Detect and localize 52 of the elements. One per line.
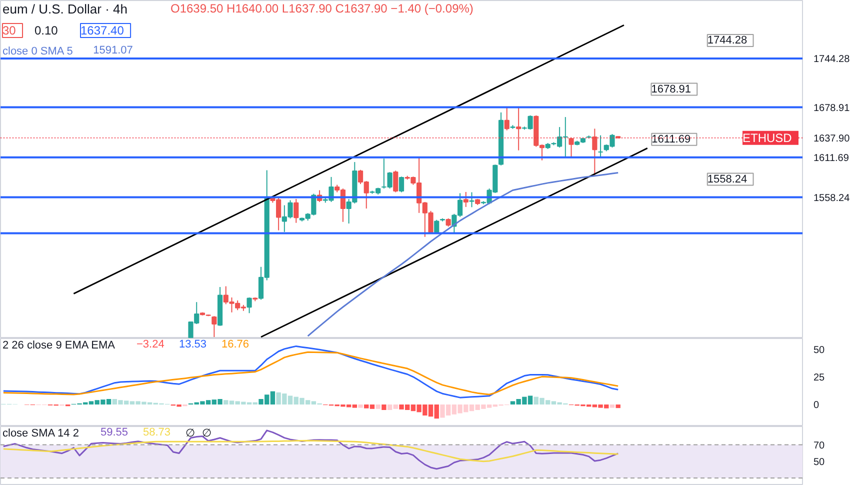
y-tick-label: 1558.24	[814, 192, 850, 204]
bar	[616, 404, 620, 408]
candlestick	[463, 191, 468, 208]
y-tick-label: 50	[814, 345, 826, 356]
y-tick-label: 1678.91	[814, 102, 850, 114]
candlestick	[246, 296, 252, 314]
chart-subtitle: O1639.50 H1640.00 L1637.90 C1637.90 −1.40 (−0.09%)	[170, 2, 474, 16]
candlestick	[568, 137, 574, 158]
bar	[358, 404, 363, 408]
y-tick-label: 1744.28	[814, 54, 850, 65]
candlestick	[393, 170, 398, 193]
candlestick	[294, 198, 299, 224]
ref-line-label: 1744.28	[707, 34, 748, 46]
y-tick-label: 1637.90	[814, 133, 850, 144]
candlestick	[592, 128, 598, 176]
annotation: ∅	[186, 428, 196, 440]
annotation: −3.24	[136, 338, 164, 350]
bar	[376, 404, 380, 409]
annotation: 13.53	[179, 338, 207, 350]
annotation: 1591.07	[93, 44, 133, 56]
chart-title: close SMA 14 2	[2, 428, 79, 440]
candlestick	[504, 106, 510, 131]
annotation: 30	[2, 24, 16, 38]
y-tick-label: 50	[814, 456, 826, 468]
candlestick	[398, 176, 404, 193]
y-tick-label: 0	[814, 400, 820, 411]
ref-line-label: ETHUSD	[742, 130, 792, 145]
annotation: 58.73	[143, 426, 171, 438]
annotation: ∅	[202, 428, 212, 440]
bar	[382, 404, 386, 410]
line-series	[2, 430, 619, 470]
y-tick-label: 25	[814, 372, 826, 384]
annotation: 59.55	[100, 426, 128, 438]
text: close 0 SMA 5	[2, 46, 73, 58]
y-tick-label: 1611.69	[814, 152, 850, 164]
candlestick	[516, 106, 522, 151]
y-tick-label: 70	[814, 440, 826, 452]
line-series	[2, 440, 619, 462]
line-series	[2, 351, 619, 396]
bar	[610, 404, 615, 408]
chart-title: eum / U.S. Dollar · 4h	[2, 2, 128, 16]
candlestick	[598, 134, 604, 158]
annotation: 1637.40	[80, 24, 124, 38]
ref-line-label: 1611.69	[652, 133, 691, 146]
candlestick	[212, 316, 217, 338]
annotation: 0.10	[34, 24, 58, 38]
annotation: 16.76	[222, 338, 250, 350]
ref-line-label: 1558.24	[707, 173, 748, 186]
candlestick	[434, 219, 440, 234]
ref-line-label: 1678.91	[651, 83, 692, 96]
chart-title: 2 26 close 9 EMA EMA	[2, 340, 116, 352]
line-series	[307, 172, 619, 337]
